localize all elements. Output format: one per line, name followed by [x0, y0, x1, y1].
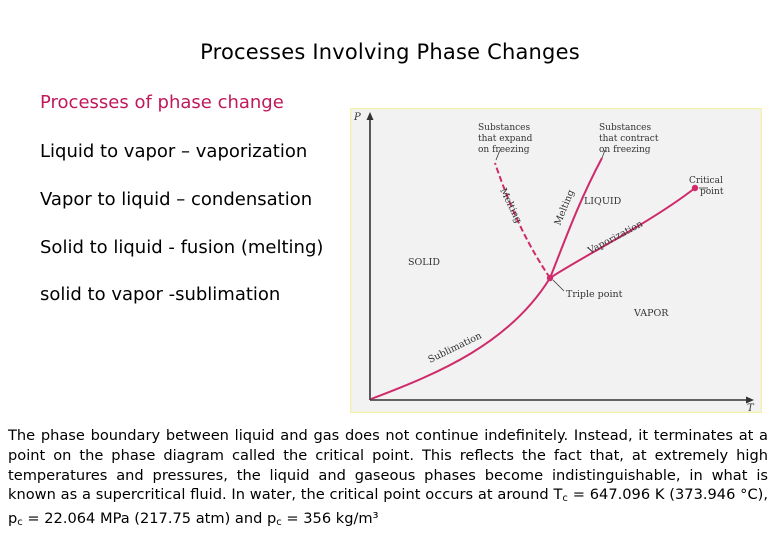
expand-label-line1: Substances [478, 123, 530, 133]
liquid-region-label: LIQUID [584, 196, 622, 207]
x-axis-arrow [746, 396, 754, 404]
x-axis-label: T [747, 403, 755, 413]
subscript-tc: c [562, 493, 568, 505]
contract-label-line1: Substances [599, 123, 651, 133]
triple-point-marker [546, 274, 554, 282]
expand-label-line3: on freezing [478, 145, 530, 155]
paragraph-text-2: = 647.096 K (373.946 °C), p [8, 486, 773, 528]
expand-label-line2: that expand [478, 134, 533, 144]
contract-label-line3: on freezing [599, 145, 651, 155]
bullet-fusion: Solid to liquid - fusion (melting) [40, 237, 324, 258]
solid-region-label: SOLID [408, 257, 440, 268]
melting-curve-contract [549, 157, 603, 279]
critical-label-line1: Critical [689, 176, 723, 186]
critical-point-paragraph: The phase boundary between liquid and ga… [8, 426, 768, 533]
paragraph-text-3: = 22.064 MPa (217.75 atm) and p [22, 510, 277, 528]
critical-label-line2: point [700, 187, 724, 197]
bullet-heading: Processes of phase change [40, 92, 284, 113]
triple-pointer [552, 279, 565, 292]
slide-title: Processes Involving Phase Changes [200, 40, 580, 64]
sublimation-curve [370, 277, 551, 400]
vaporization-curve [549, 187, 696, 279]
melting-curve-expand [494, 162, 551, 279]
diagram-border [350, 108, 762, 413]
critical-point-marker [691, 184, 699, 192]
phase-diagram: P T Substances that expand on freezing S… [350, 108, 762, 413]
y-axis-label: P [353, 112, 361, 123]
y-axis-arrow [366, 112, 374, 120]
paragraph-text-1: The phase boundary between liquid and ga… [8, 427, 773, 504]
subscript-pc: c [17, 517, 23, 529]
paragraph-text-4: = 356 kg/m³ [281, 510, 379, 528]
contract-label-line2: that contract [599, 134, 659, 144]
bullet-sublimation: solid to vapor -sublimation [40, 284, 281, 305]
expand-pointer [495, 149, 501, 161]
triple-point-label: Triple point [566, 289, 623, 300]
vapor-region-label: VAPOR [633, 308, 669, 319]
bullet-vaporization: Liquid to vapor – vaporization [40, 141, 308, 162]
bullet-condensation: Vapor to liquid – condensation [40, 189, 313, 210]
subscript-rhoc: c [276, 517, 282, 529]
contract-pointer [601, 149, 606, 159]
